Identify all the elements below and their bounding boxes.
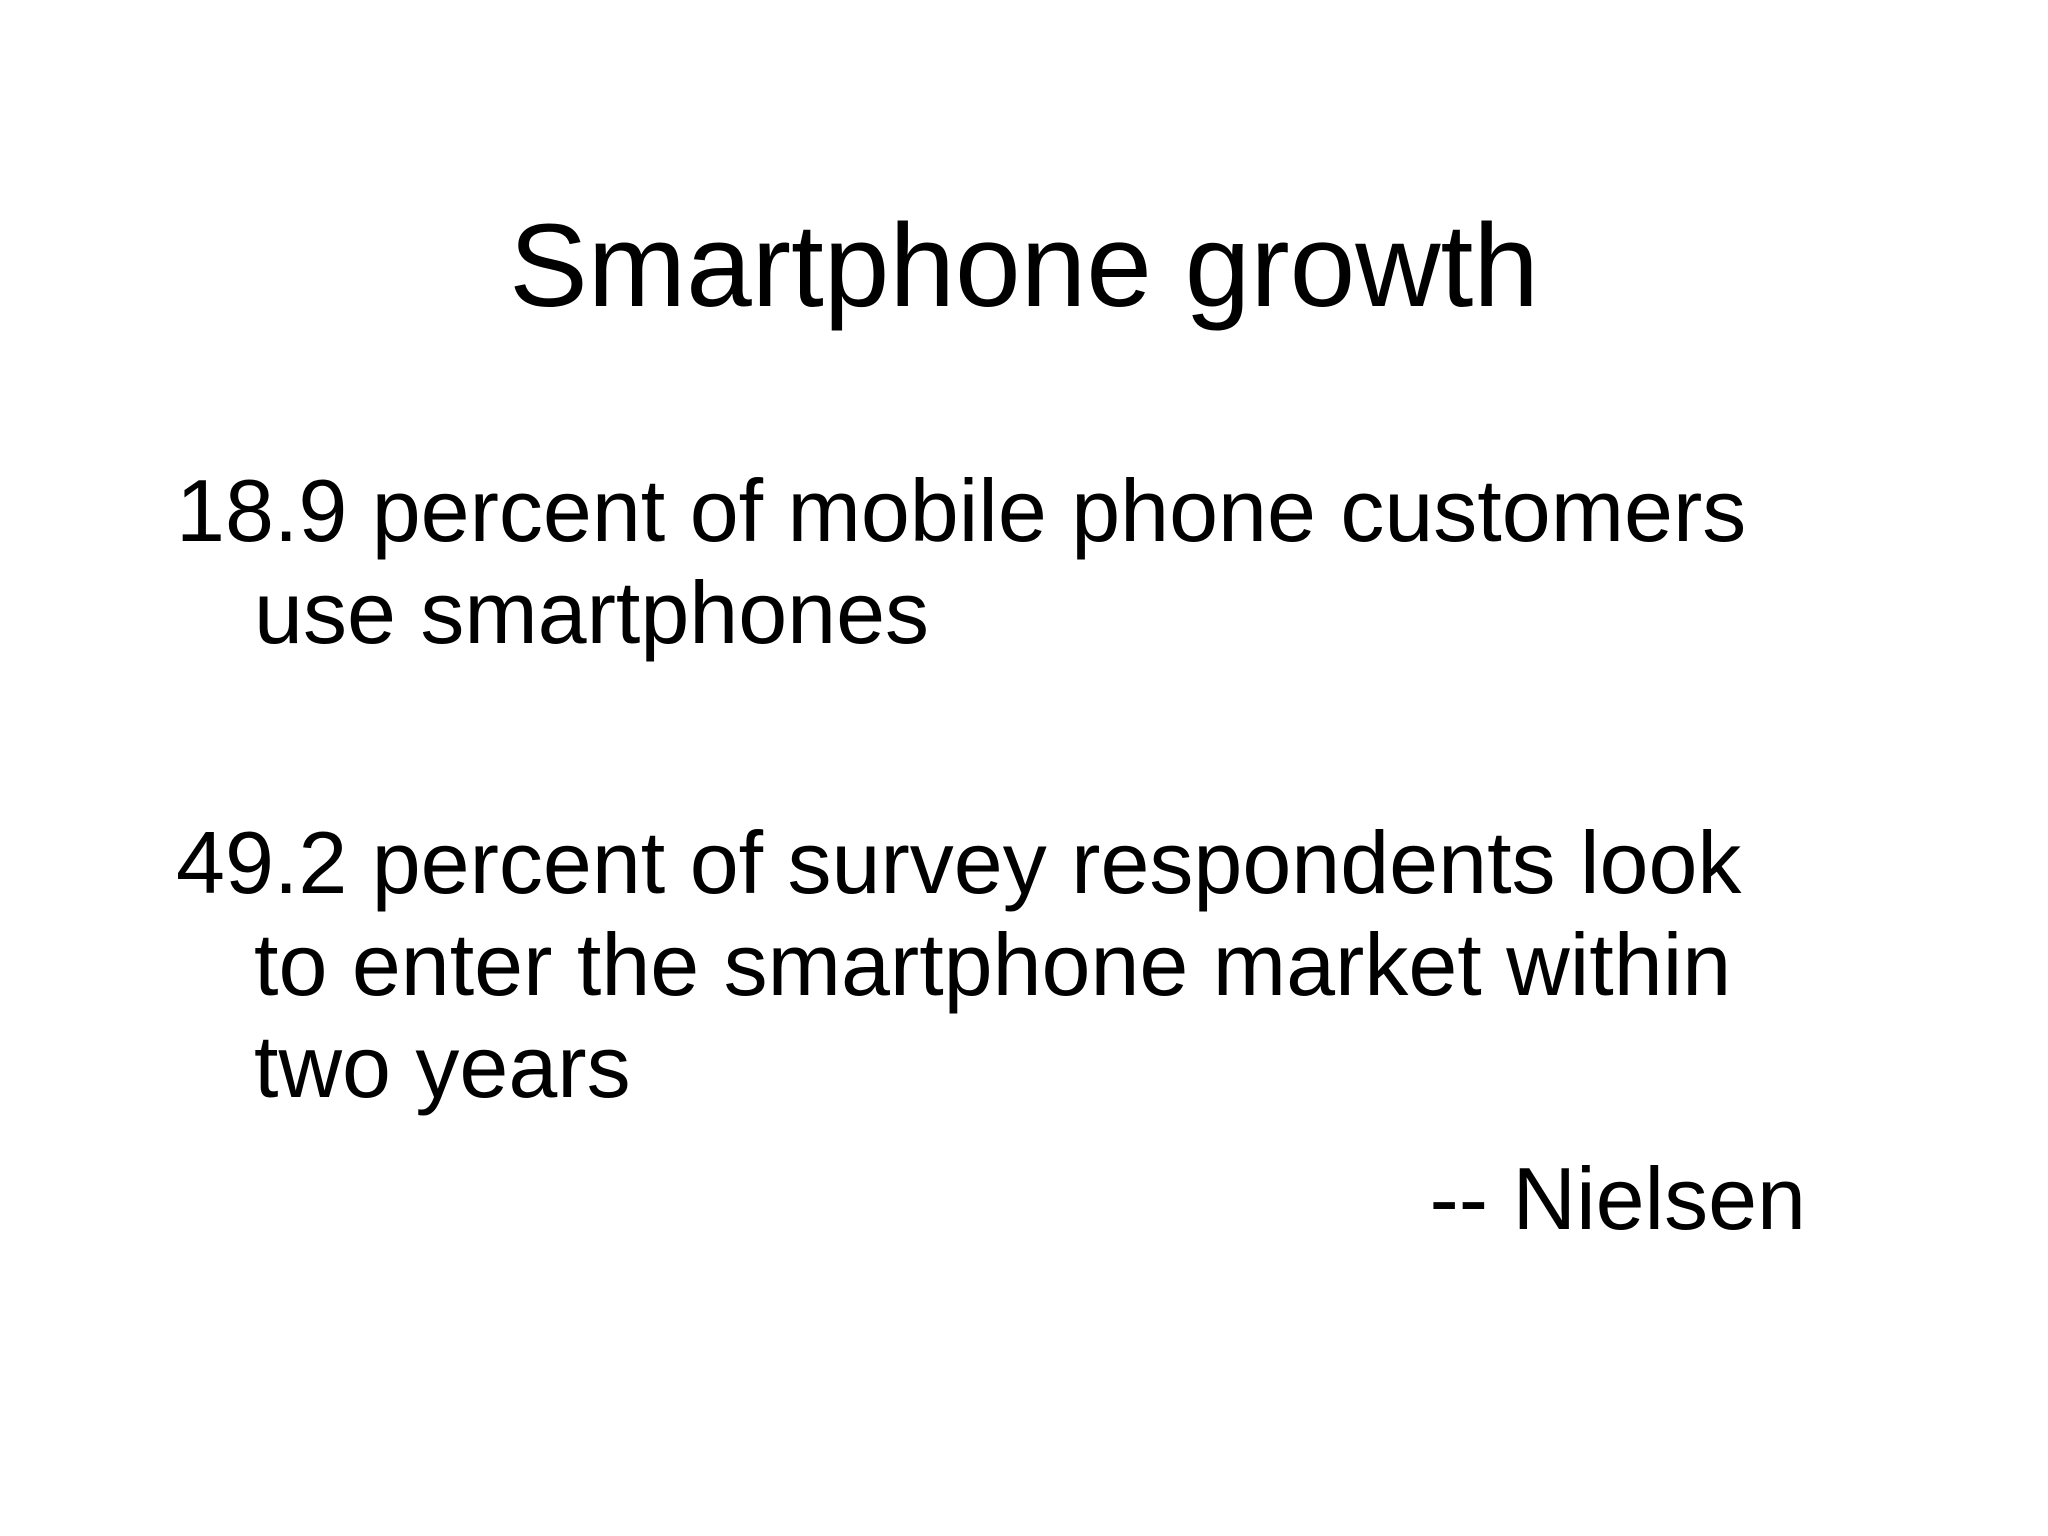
bullet-market-entry: 49.2 percent of survey respondents look … bbox=[176, 813, 1742, 1116]
slide-title: Smartphone growth bbox=[509, 200, 1539, 332]
source-attribution: -- Nielsen bbox=[1429, 1149, 1806, 1248]
bullet-smartphone-usage: 18.9 percent of mobile phone customers u… bbox=[176, 461, 1747, 662]
